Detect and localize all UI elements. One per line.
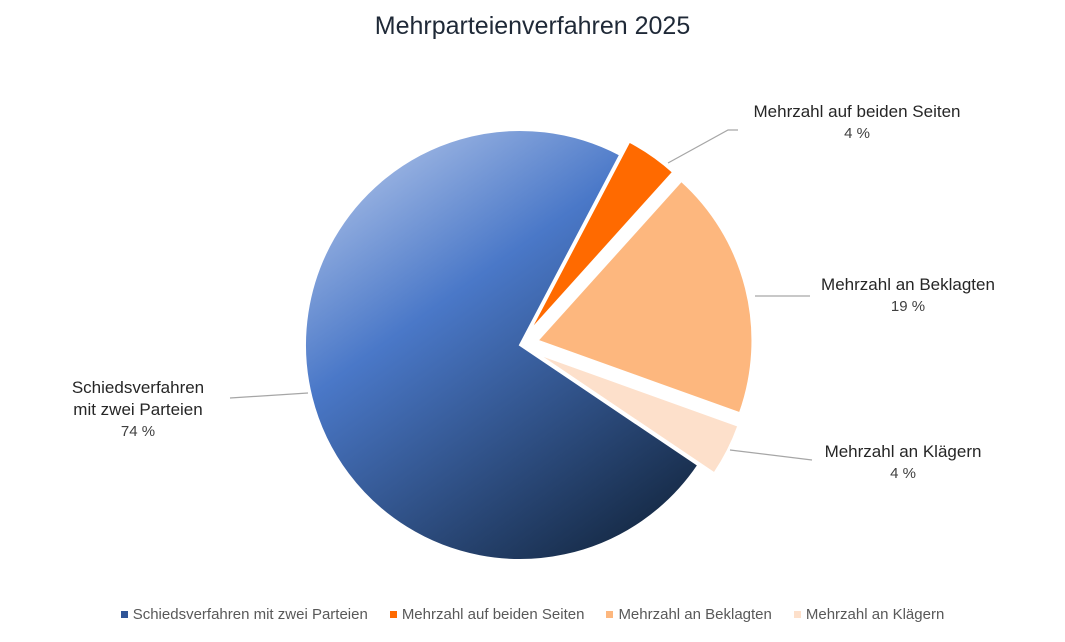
pie-slice: [528, 140, 675, 333]
legend-item: Mehrzahl an Beklagten: [606, 606, 772, 623]
chart-title: Mehrparteienverfahren 2025: [374, 12, 691, 40]
legend-label: Mehrzahl an Klägern: [805, 606, 945, 623]
label-category: Schiedsverfahren mit zwei Parteien: [71, 378, 205, 419]
pie-slice: [304, 129, 700, 561]
legend-swatch: [793, 611, 801, 618]
label-value: 4 %: [844, 125, 870, 142]
legend-label: Mehrzahl auf beiden Seiten: [401, 606, 585, 623]
data-label: Mehrzahl an Klägern 4 %: [753, 441, 1053, 485]
legend-label: Schiedsverfahren mit zwei Parteien: [132, 606, 368, 623]
label-category: Mehrzahl an Beklagten: [821, 275, 995, 294]
legend-item: Mehrzahl an Klägern: [793, 606, 945, 623]
pie-slice: [535, 352, 740, 475]
legend-swatch: [120, 611, 128, 618]
legend: Schiedsverfahren mit zwei Parteien Mehrza…: [0, 606, 1065, 623]
data-label: Mehrzahl an Beklagten 19 %: [758, 274, 1058, 318]
legend-item: Schiedsverfahren mit zwei Parteien: [120, 606, 368, 623]
legend-swatch: [606, 611, 614, 618]
leader-line: [729, 449, 813, 461]
legend-item: Mehrzahl auf beiden Seiten: [389, 606, 585, 623]
label-value: 4 %: [890, 465, 916, 482]
label-value: 19 %: [890, 298, 926, 315]
leader-line: [667, 129, 738, 164]
label-value: 74 %: [120, 423, 156, 440]
data-label: Mehrzahl auf beiden Seiten 4 %: [707, 101, 1007, 145]
label-category: Mehrzahl auf beiden Seiten: [753, 102, 961, 121]
leader-line: [229, 392, 309, 399]
legend-label: Mehrzahl an Beklagten: [618, 606, 772, 623]
data-label: Schiedsverfahren mit zwei Parteien 74 %: [63, 377, 213, 443]
pie-slice: [535, 179, 754, 415]
label-category: Mehrzahl an Klägern: [824, 442, 982, 461]
legend-swatch: [389, 611, 397, 618]
